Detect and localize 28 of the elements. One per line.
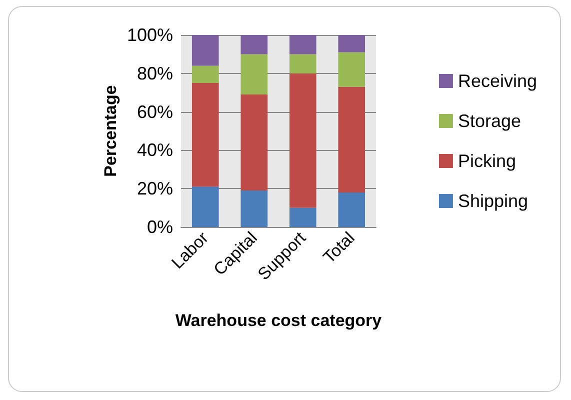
legend-label: Receiving [458,71,538,91]
bar [240,190,268,227]
bar [289,73,316,208]
bar [192,66,219,83]
legend-label: Shipping [458,191,528,211]
bar [289,35,316,54]
bar [289,54,316,74]
x-axis-title: Warehouse cost category [175,311,382,330]
bar [192,35,219,66]
bar [338,192,366,227]
bar [240,54,268,95]
legend-label: Storage [458,111,522,131]
bar [338,86,366,192]
bar [240,94,268,191]
y-axis-title: Percentage [101,85,120,177]
bar [338,52,366,87]
bar [192,186,219,227]
bar [338,35,366,52]
legend-label: Picking [458,151,516,171]
y-tick-label: 20% [136,178,173,199]
y-tick-label: 80% [136,63,173,84]
y-tick-label: 100% [126,25,173,45]
y-tick-label: 0% [146,217,173,237]
y-tick-label: 40% [136,140,173,160]
bar [289,208,316,227]
bar [240,35,268,54]
bar [192,83,219,187]
y-tick-label: 60% [136,102,173,122]
